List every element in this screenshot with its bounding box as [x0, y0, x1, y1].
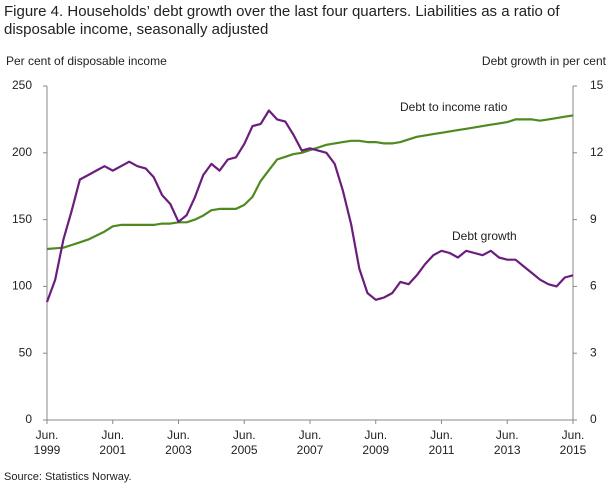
y2-tick-label: 0 [590, 412, 597, 426]
series-line [46, 114, 574, 251]
y2-tick-label: 6 [590, 279, 597, 293]
y2-tick-label: 12 [590, 145, 604, 159]
x-tick-label: Jun. 2007 [296, 428, 324, 457]
y2-tick-label: 3 [590, 345, 597, 359]
y2-axis-label: Debt growth in per cent [482, 54, 607, 68]
y2-tick-label: 15 [590, 78, 604, 92]
series-line [45, 109, 574, 303]
x-tick-label: Jun. 2013 [493, 428, 521, 457]
x-tick-label: Jun. 2003 [165, 428, 192, 457]
x-tick-label: Jun. 2009 [362, 428, 390, 457]
x-tick-label: Jun. 2015 [559, 428, 587, 457]
chart-title: Figure 4. Households’ debt growth over t… [4, 3, 560, 38]
y-tick-label: 0 [25, 412, 32, 426]
y-tick-label: 150 [12, 212, 32, 226]
x-tick-label: Jun. 1999 [33, 428, 61, 457]
series-label: Debt to income ratio [400, 100, 508, 114]
x-tick-label: Jun. 2005 [230, 428, 258, 457]
x-tick-label: Jun. 2001 [99, 428, 127, 457]
y-tick-label: 200 [12, 145, 32, 159]
series-label: Debt growth [452, 229, 517, 243]
y-tick-label: 250 [12, 78, 32, 92]
y2-tick-label: 9 [590, 212, 597, 226]
y-tick-label: 50 [19, 345, 33, 359]
y-axis-label: Per cent of disposable income [6, 54, 167, 68]
x-tick-label: Jun. 2011 [428, 428, 455, 457]
source: Source: Statistics Norway. [4, 471, 132, 483]
y-tick-label: 100 [12, 279, 32, 293]
